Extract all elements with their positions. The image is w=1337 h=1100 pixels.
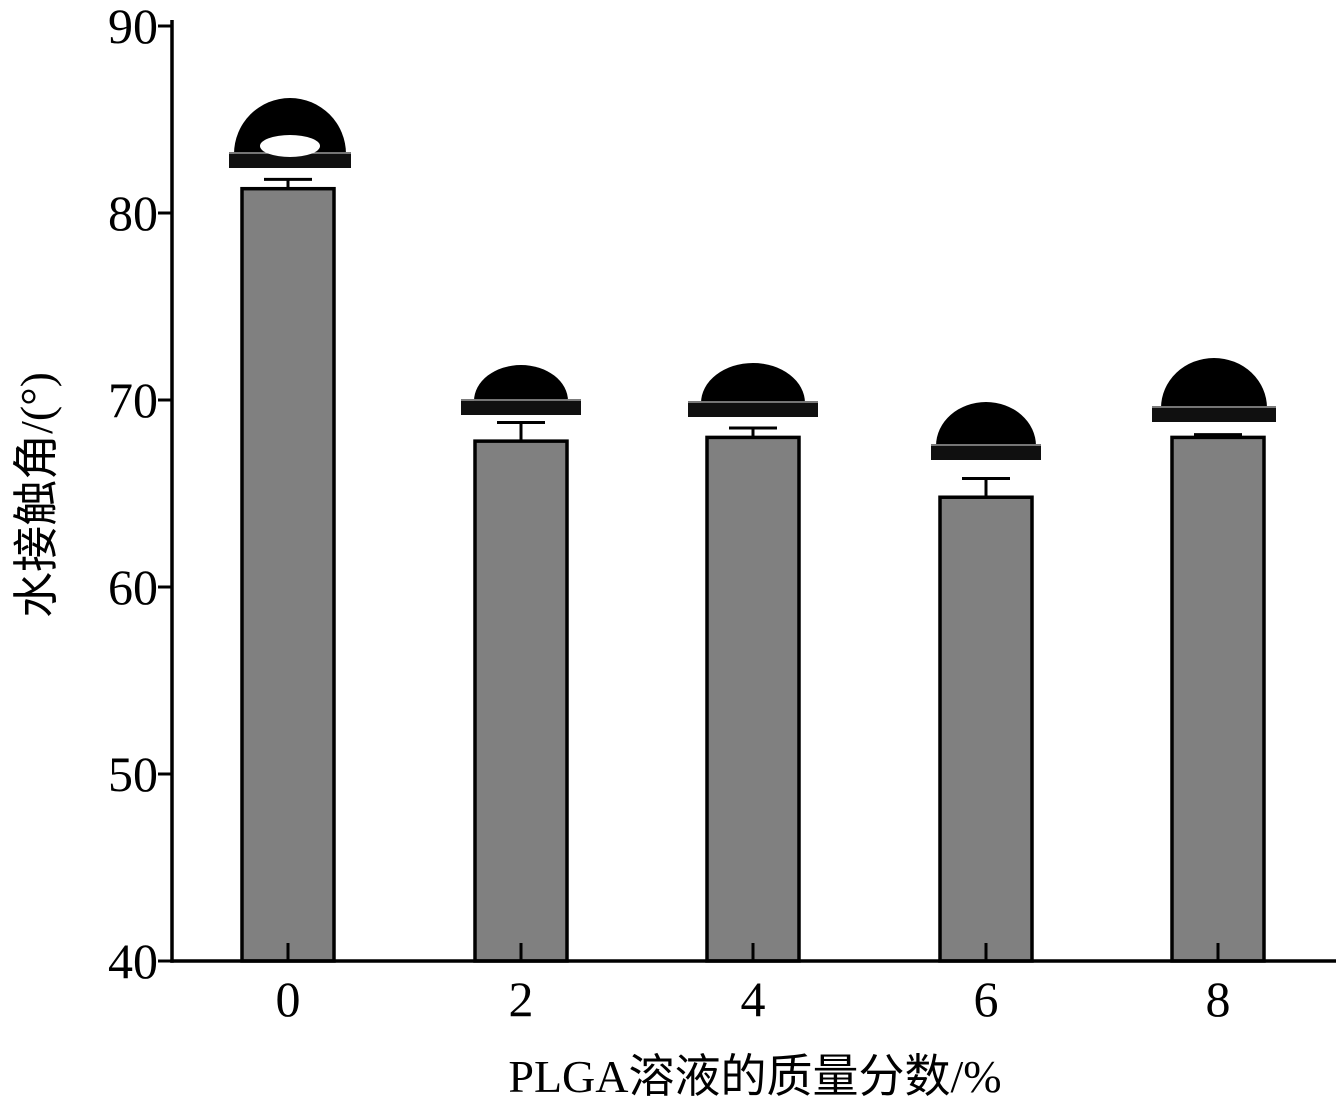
- x-tick-label: 0: [276, 971, 301, 1027]
- y-tick-label: 70: [108, 372, 158, 428]
- droplet-substrate: [229, 152, 351, 168]
- droplet-substrate: [931, 444, 1041, 460]
- x-tick-label: 6: [974, 971, 999, 1027]
- droplet-photo: [234, 98, 346, 154]
- x-axis-title: PLGA溶液的质量分数/%: [508, 1051, 1001, 1100]
- plot-area: 40 50 60 70 80 90 0 2 4 6 8: [108, 0, 1336, 1027]
- droplet-substrate: [461, 399, 581, 415]
- droplet-substrate: [688, 401, 818, 417]
- bar: [240, 186, 336, 963]
- droplet-photo: [936, 402, 1036, 446]
- x-tick-label: 2: [509, 971, 534, 1027]
- y-tick-label: 50: [108, 746, 158, 802]
- bar: [473, 439, 569, 963]
- x-tick-label: 4: [741, 971, 766, 1027]
- y-axis-title: 水接触角/(°): [11, 372, 62, 618]
- x-tick-label: 8: [1206, 971, 1231, 1027]
- droplet-photo: [701, 363, 805, 403]
- y-tick-label: 90: [108, 0, 158, 54]
- bar: [705, 435, 801, 963]
- droplet-highlight: [260, 135, 320, 157]
- y-tick-label: 40: [108, 933, 158, 989]
- y-tick-label: 60: [108, 559, 158, 615]
- droplet-photo: [1161, 358, 1267, 408]
- droplet-substrate: [1152, 406, 1276, 422]
- bar: [1170, 435, 1266, 963]
- y-tick-label: 80: [108, 185, 158, 241]
- bar: [938, 495, 1034, 963]
- droplet-photo: [474, 365, 568, 401]
